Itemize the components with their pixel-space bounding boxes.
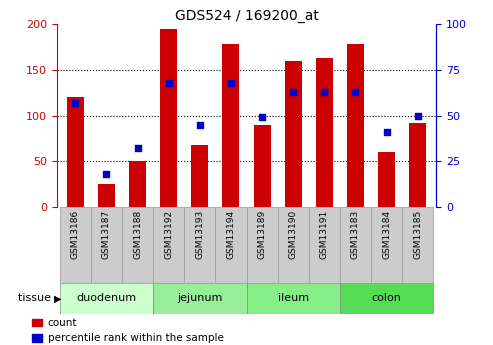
Text: ileum: ileum: [278, 294, 309, 303]
Bar: [153, 207, 184, 283]
Bar: [91, 207, 122, 283]
Text: jejunum: jejunum: [177, 294, 222, 303]
Bar: [340, 283, 433, 314]
Bar: [246, 207, 278, 283]
Text: GSM13192: GSM13192: [164, 210, 173, 259]
Text: GSM13184: GSM13184: [382, 210, 391, 259]
Bar: [409, 123, 426, 207]
Text: GSM13188: GSM13188: [133, 210, 142, 259]
Text: duodenum: duodenum: [76, 294, 137, 303]
Title: GDS524 / 169200_at: GDS524 / 169200_at: [175, 9, 318, 23]
Bar: [284, 61, 302, 207]
Point: [289, 89, 297, 95]
Text: ▶: ▶: [54, 294, 62, 303]
Bar: [340, 207, 371, 283]
Text: tissue: tissue: [18, 294, 54, 303]
Bar: [278, 207, 309, 283]
Bar: [32, 334, 42, 342]
Point: [352, 89, 359, 95]
Bar: [371, 207, 402, 283]
Bar: [67, 97, 84, 207]
Bar: [129, 161, 146, 207]
Point: [383, 129, 390, 135]
Text: GSM13194: GSM13194: [226, 210, 236, 259]
Bar: [215, 207, 246, 283]
Point: [227, 80, 235, 86]
Text: GSM13183: GSM13183: [351, 210, 360, 259]
Text: count: count: [47, 318, 77, 328]
Bar: [122, 207, 153, 283]
Bar: [222, 44, 240, 207]
Bar: [60, 207, 91, 283]
Text: GSM13185: GSM13185: [413, 210, 422, 259]
Bar: [316, 58, 333, 207]
Bar: [153, 283, 246, 314]
Bar: [347, 44, 364, 207]
Bar: [184, 207, 215, 283]
Bar: [191, 145, 209, 207]
Bar: [253, 125, 271, 207]
Point: [414, 113, 422, 118]
Point: [134, 146, 141, 151]
Bar: [246, 283, 340, 314]
Bar: [160, 29, 177, 207]
Bar: [402, 207, 433, 283]
Bar: [378, 152, 395, 207]
Text: GSM13190: GSM13190: [289, 210, 298, 259]
Text: colon: colon: [372, 294, 401, 303]
Text: GSM13191: GSM13191: [320, 210, 329, 259]
Point: [320, 89, 328, 95]
Point: [103, 171, 110, 177]
Bar: [309, 207, 340, 283]
Point: [258, 115, 266, 120]
Point: [196, 122, 204, 127]
Bar: [32, 319, 42, 326]
Text: GSM13193: GSM13193: [195, 210, 204, 259]
Point: [165, 80, 173, 86]
Text: GSM13186: GSM13186: [71, 210, 80, 259]
Text: GSM13189: GSM13189: [257, 210, 267, 259]
Bar: [60, 283, 153, 314]
Text: percentile rank within the sample: percentile rank within the sample: [47, 333, 223, 343]
Bar: [98, 184, 115, 207]
Point: [71, 100, 79, 106]
Text: GSM13187: GSM13187: [102, 210, 111, 259]
